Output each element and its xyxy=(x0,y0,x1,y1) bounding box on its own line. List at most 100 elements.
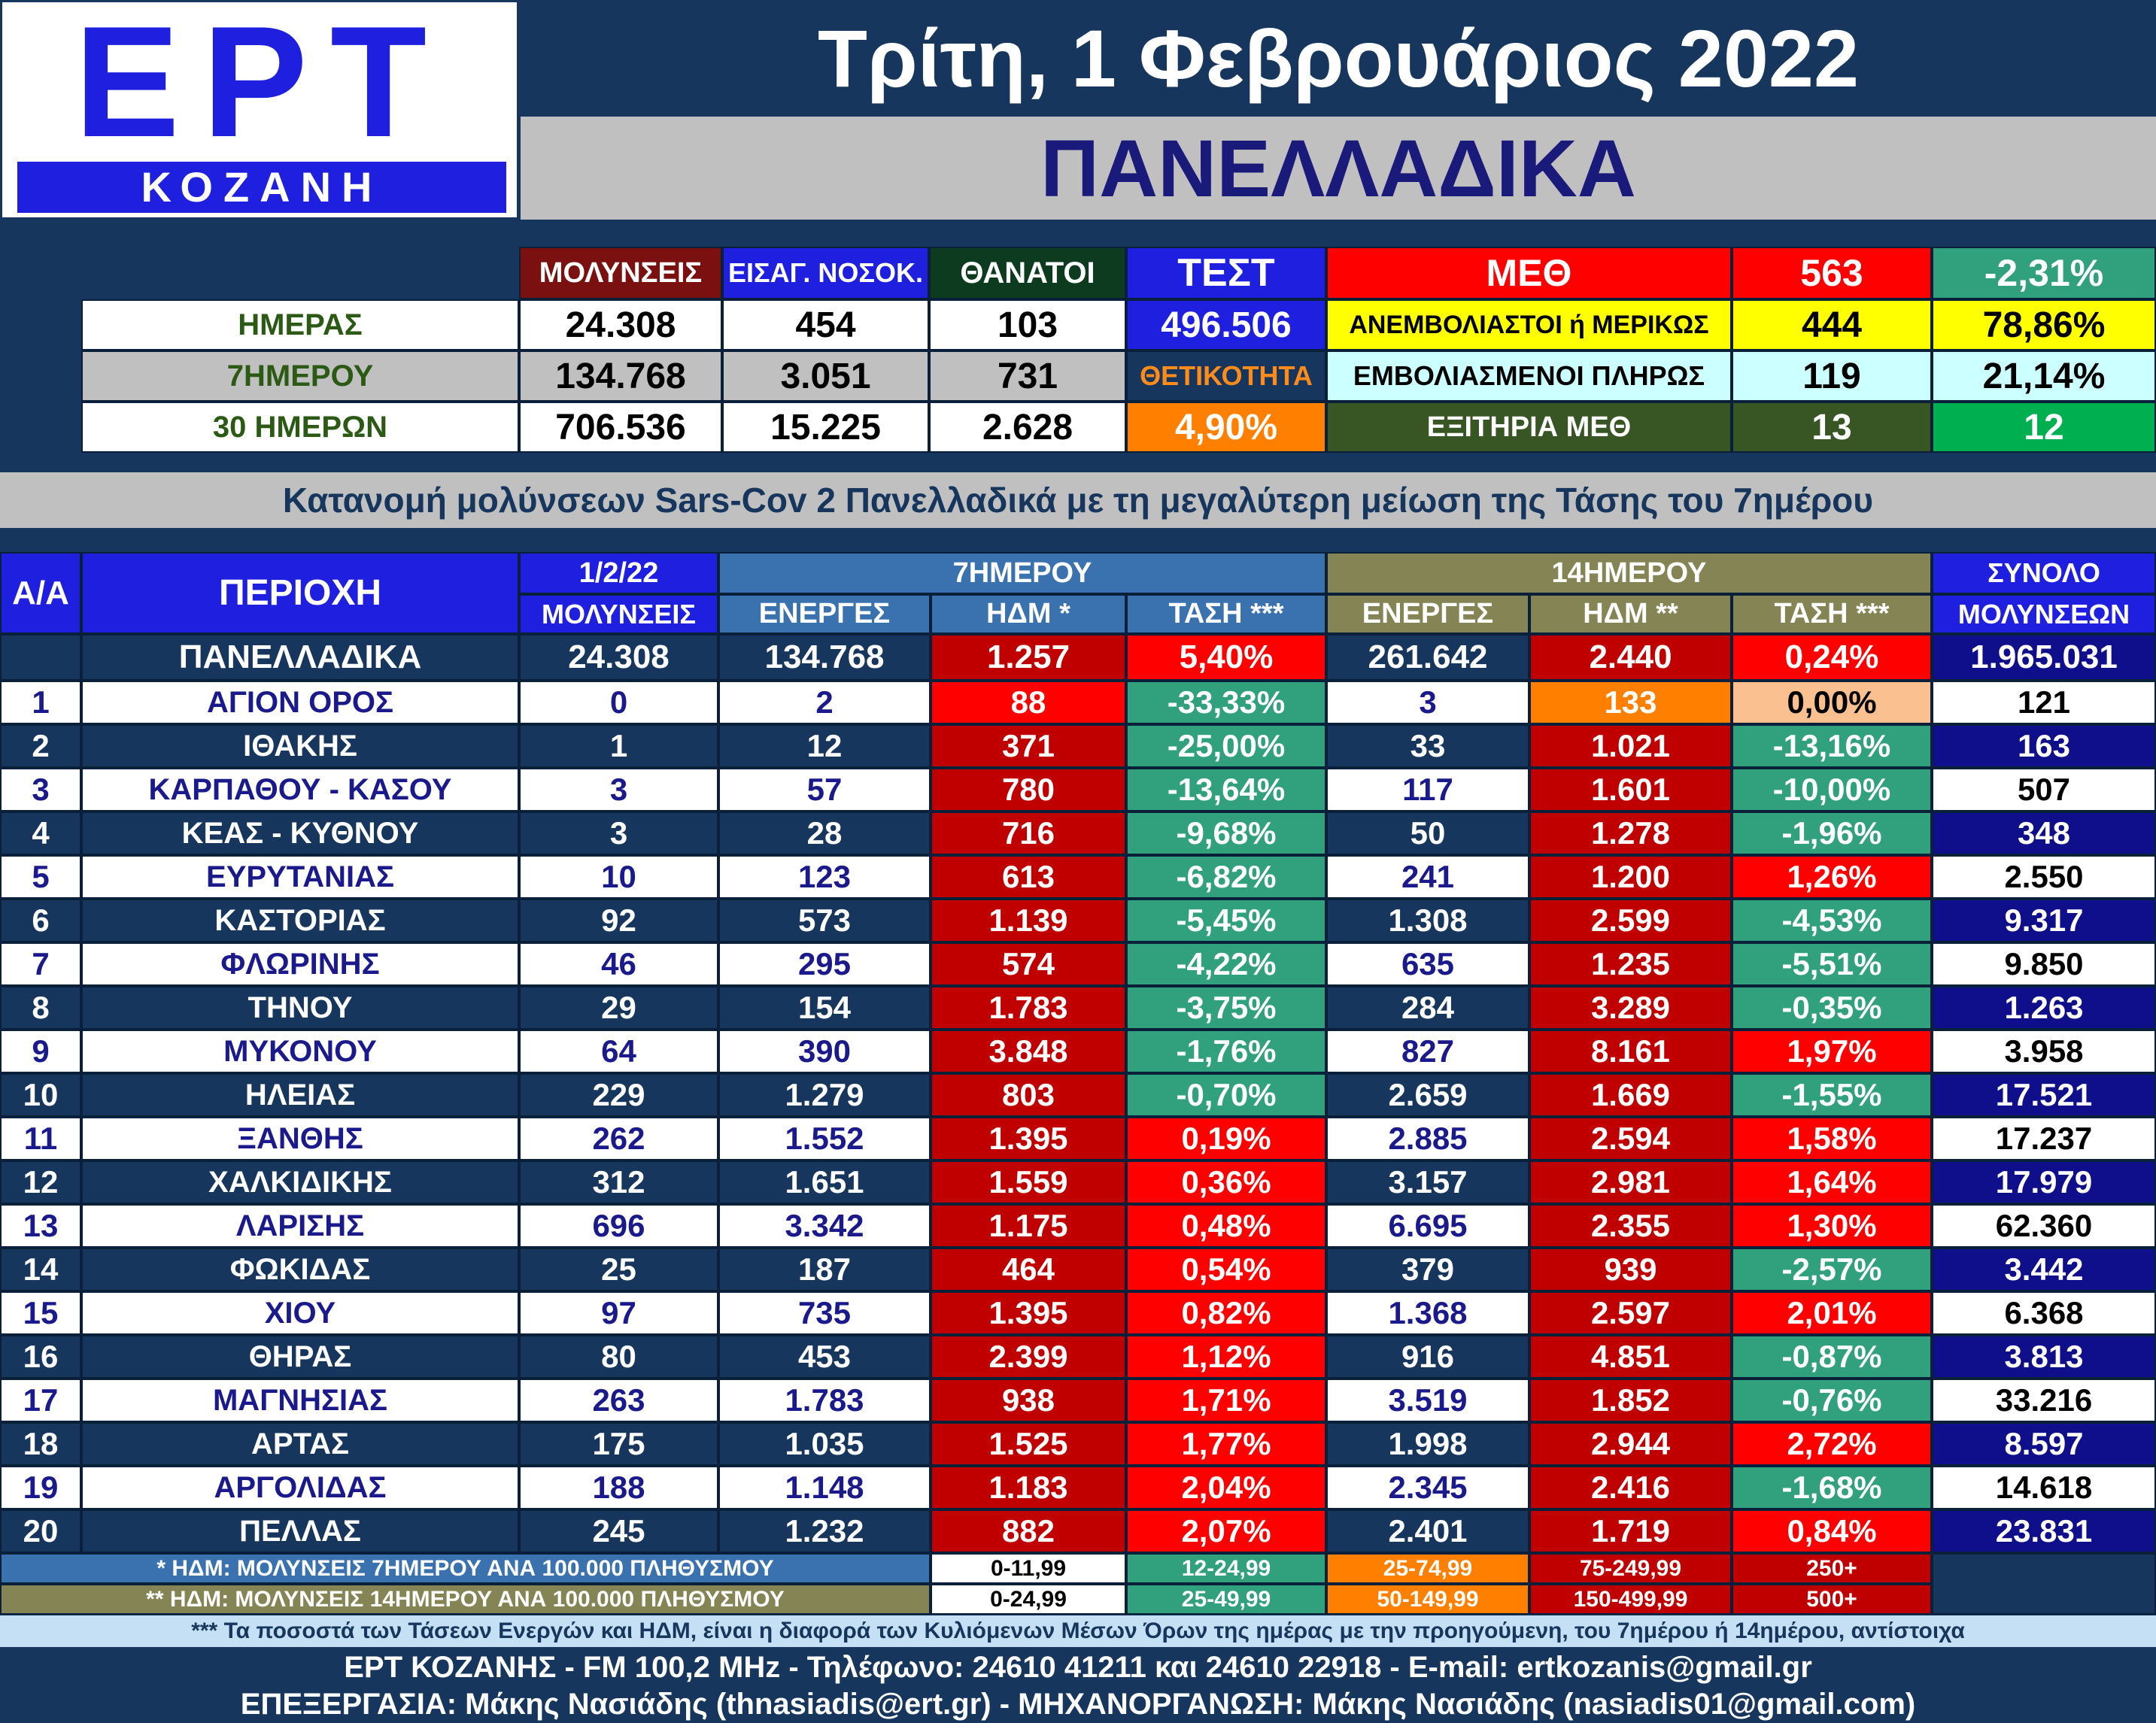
row-region: ΞΑΝΘΗΣ xyxy=(81,1117,519,1160)
header-14day: 14ΗΜΕΡΟΥ xyxy=(1326,552,1932,594)
row-trend14: 1,26% xyxy=(1732,855,1932,899)
row-active7: 123 xyxy=(718,855,931,899)
row-day-infections: 3 xyxy=(519,768,718,811)
vacc-label: ΕΜΒΟΛΙΑΣΜΕΝΟΙ ΠΛΗΡΩΣ xyxy=(1326,350,1732,402)
row-trend14: 0,84% xyxy=(1732,1509,1932,1553)
row-trend14: -10,00% xyxy=(1732,768,1932,811)
row-trend7: -3,75% xyxy=(1126,986,1326,1030)
header-total1: ΣΥΝΟΛΟ xyxy=(1932,552,2156,594)
footnote: *** Τα ποσοστά των Τάσεων Ενεργών και ΗΔ… xyxy=(0,1615,2156,1647)
row-active14: 284 xyxy=(1326,986,1529,1030)
row-active7: 573 xyxy=(718,899,931,942)
row-hdm7: 1.783 xyxy=(931,986,1126,1030)
row-region: ΠΕΛΛΑΣ xyxy=(81,1509,519,1553)
row-day-infections: 29 xyxy=(519,986,718,1030)
col-hospital: ΕΙΣΑΓ. ΝΟΣΟΚ. xyxy=(722,247,929,299)
row-active7: 390 xyxy=(718,1030,931,1073)
row-active14: 3.157 xyxy=(1326,1160,1529,1204)
vacc-pct: 21,14% xyxy=(1932,350,2156,402)
row-number: 1 xyxy=(0,681,81,724)
summary-hospital: 15.225 xyxy=(722,402,929,453)
row-hdm7: 882 xyxy=(931,1509,1126,1553)
header-aa: Α/Α xyxy=(0,552,81,634)
row-hdm14: 2.944 xyxy=(1529,1422,1732,1466)
row-region: ΤΗΝΟΥ xyxy=(81,986,519,1030)
national-hdm7: 1.257 xyxy=(931,634,1126,681)
row-hdm7: 1.139 xyxy=(931,899,1126,942)
row-hdm14: 2.594 xyxy=(1529,1117,1732,1160)
row-active7: 1.232 xyxy=(718,1509,931,1553)
row-region: ΙΘΑΚΗΣ xyxy=(81,724,519,768)
row-day-infections: 25 xyxy=(519,1248,718,1291)
legend-range7: 25-74,99 xyxy=(1326,1553,1529,1584)
icu-label: ΜΕΘ xyxy=(1326,247,1732,299)
unvacc-value: 444 xyxy=(1732,299,1932,350)
row-trend7: -5,45% xyxy=(1126,899,1326,942)
row-trend14: -0,87% xyxy=(1732,1335,1932,1379)
row-active7: 187 xyxy=(718,1248,931,1291)
row-trend14: -1,96% xyxy=(1732,811,1932,855)
summary-deaths: 103 xyxy=(929,299,1126,350)
summary-row-label: 30 ΗΜΕΡΩΝ xyxy=(81,402,519,453)
row-total: 62.360 xyxy=(1932,1204,2156,1248)
row-hdm7: 3.848 xyxy=(931,1030,1126,1073)
row-trend7: -13,64% xyxy=(1126,768,1326,811)
row-day-infections: 188 xyxy=(519,1466,718,1509)
row-hdm14: 8.161 xyxy=(1529,1030,1732,1073)
row-active14: 50 xyxy=(1326,811,1529,855)
row-active7: 2 xyxy=(718,681,931,724)
row-day-infections: 92 xyxy=(519,899,718,942)
row-trend14: -13,16% xyxy=(1732,724,1932,768)
row-number: 18 xyxy=(0,1422,81,1466)
row-total: 507 xyxy=(1932,768,2156,811)
col-infections: ΜΟΛΥΝΣΕΙΣ xyxy=(519,247,722,299)
row-trend7: -25,00% xyxy=(1126,724,1326,768)
row-active7: 28 xyxy=(718,811,931,855)
row-trend7: -4,22% xyxy=(1126,942,1326,986)
header-trend7: ΤΑΣΗ *** xyxy=(1126,594,1326,634)
row-trend7: -1,76% xyxy=(1126,1030,1326,1073)
summary-infections: 134.768 xyxy=(519,350,722,402)
legend-range14: 150-499,99 xyxy=(1529,1584,1732,1615)
row-day-infections: 97 xyxy=(519,1291,718,1335)
row-trend14: -0,76% xyxy=(1732,1379,1932,1422)
row-hdm7: 1.395 xyxy=(931,1291,1126,1335)
row-number: 6 xyxy=(0,899,81,942)
row-region: ΛΑΡΙΣΗΣ xyxy=(81,1204,519,1248)
row-day-infections: 64 xyxy=(519,1030,718,1073)
row-trend14: 0,00% xyxy=(1732,681,1932,724)
summary-deaths: 731 xyxy=(929,350,1126,402)
national-aa xyxy=(0,634,81,681)
exits-value: 13 xyxy=(1732,402,1932,453)
row-total: 163 xyxy=(1932,724,2156,768)
header-7day: 7ΗΜΕΡΟΥ xyxy=(718,552,1326,594)
credits-line: ΕΠΕΞΕΡΓΑΣΙΑ: Μάκης Νασιάδης (thnasiadis@… xyxy=(0,1686,2156,1723)
row-hdm14: 2.597 xyxy=(1529,1291,1732,1335)
summary-row-label: ΗΜΕΡΑΣ xyxy=(81,299,519,350)
row-total: 3.958 xyxy=(1932,1030,2156,1073)
icu-pct: -2,31% xyxy=(1932,247,2156,299)
header-active7: ΕΝΕΡΓΕΣ xyxy=(718,594,931,634)
row-active14: 1.308 xyxy=(1326,899,1529,942)
row-trend7: 1,71% xyxy=(1126,1379,1326,1422)
national-hdm14: 2.440 xyxy=(1529,634,1732,681)
row-total: 9.850 xyxy=(1932,942,2156,986)
row-day-infections: 262 xyxy=(519,1117,718,1160)
row-region: ΧΑΛΚΙΔΙΚΗΣ xyxy=(81,1160,519,1204)
row-hdm7: 1.175 xyxy=(931,1204,1126,1248)
row-hdm14: 939 xyxy=(1529,1248,1732,1291)
row-number: 10 xyxy=(0,1073,81,1117)
row-region: ΑΡΓΟΛΙΔΑΣ xyxy=(81,1466,519,1509)
exits-label: ΕΞΙΤΗΡΙΑ ΜΕΘ xyxy=(1326,402,1732,453)
row-active7: 735 xyxy=(718,1291,931,1335)
row-active7: 1.783 xyxy=(718,1379,931,1422)
tests-value: 496.506 xyxy=(1126,299,1326,350)
row-trend14: 1,97% xyxy=(1732,1030,1932,1073)
summary-infections: 24.308 xyxy=(519,299,722,350)
row-active7: 1.279 xyxy=(718,1073,931,1117)
header-hdm14: ΗΔΜ ** xyxy=(1529,594,1732,634)
row-active14: 6.695 xyxy=(1326,1204,1529,1248)
row-number: 9 xyxy=(0,1030,81,1073)
logo-text: ΕΡΤ xyxy=(17,3,506,161)
row-day-infections: 80 xyxy=(519,1335,718,1379)
